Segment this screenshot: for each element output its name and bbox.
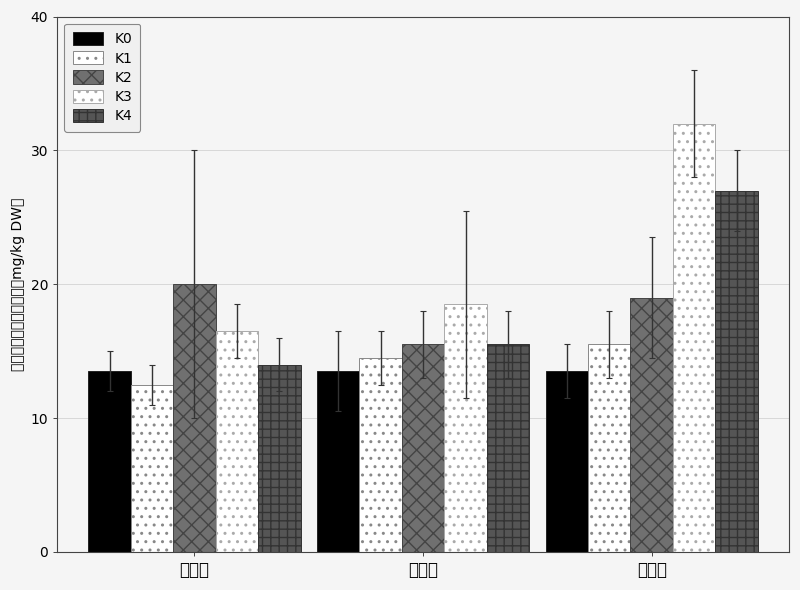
Bar bbox=[673, 124, 715, 552]
Bar bbox=[216, 331, 258, 552]
Bar bbox=[258, 365, 301, 552]
Bar bbox=[546, 371, 588, 552]
Bar bbox=[630, 297, 673, 552]
Bar bbox=[88, 371, 131, 552]
Bar bbox=[444, 304, 486, 552]
Bar bbox=[588, 345, 630, 552]
Bar bbox=[174, 284, 216, 552]
Y-axis label: 东南景天地上部镁浓度（mg/kg DW）: 东南景天地上部镁浓度（mg/kg DW） bbox=[11, 198, 25, 371]
Bar bbox=[359, 358, 402, 552]
Bar bbox=[715, 191, 758, 552]
Bar bbox=[486, 345, 530, 552]
Bar bbox=[317, 371, 359, 552]
Bar bbox=[131, 385, 174, 552]
Legend: K0, K1, K2, K3, K4: K0, K1, K2, K3, K4 bbox=[64, 24, 141, 132]
Bar bbox=[402, 345, 444, 552]
